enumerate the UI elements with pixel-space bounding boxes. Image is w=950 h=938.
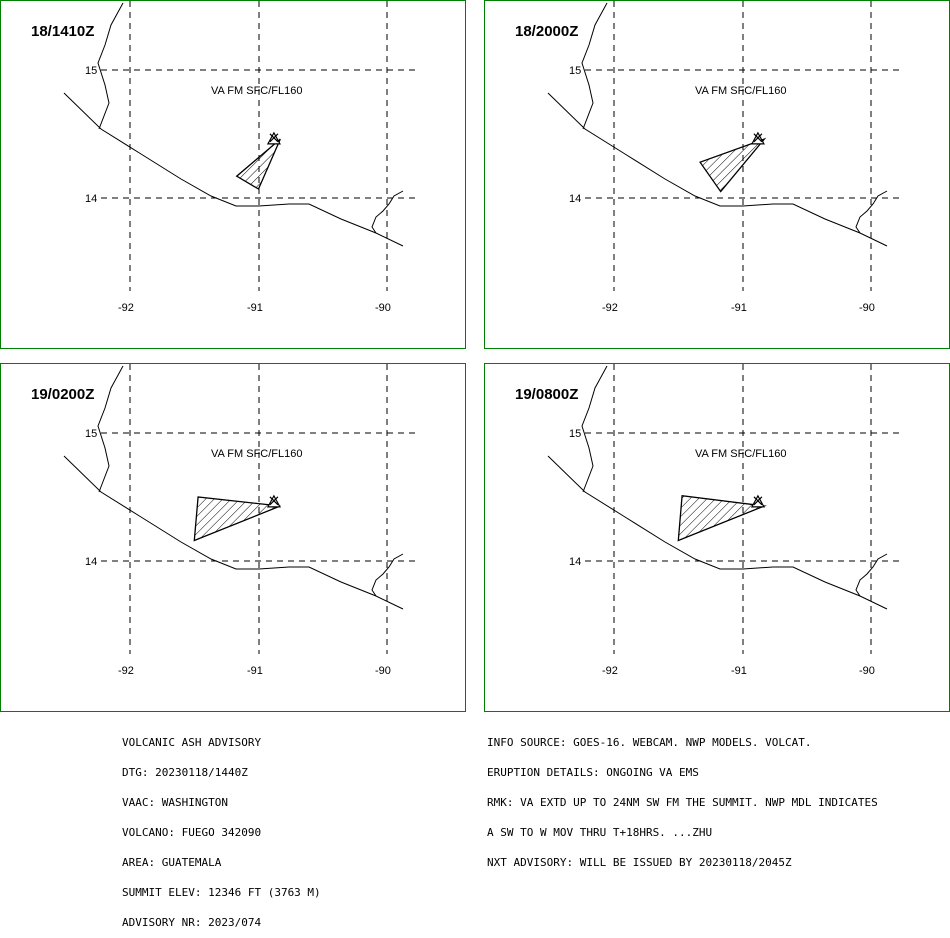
map-panel: 19/0800Z VA FM SFC/FL160 15 14 -92 -91 -90 (484, 363, 950, 712)
longitude-label: -90 (375, 665, 391, 677)
volcano-summit-marker (269, 496, 279, 506)
coastline-north (97, 2, 124, 130)
advisory-remarks: RMK: VA EXTD UP TO 24NM SW FM THE SUMMIT… (487, 796, 878, 809)
longitude-label: -90 (859, 302, 875, 314)
volcano-summit-marker (753, 496, 763, 506)
longitude-label: -91 (247, 665, 263, 677)
ash-cloud-polygon (193, 496, 281, 542)
latitude-label: 15 (569, 428, 581, 440)
longitude-label: -91 (731, 302, 747, 314)
advisory-title: VOLCANIC ASH ADVISORY (122, 736, 262, 749)
latitude-label: 14 (85, 556, 97, 568)
panel-title: 19/0800Z (515, 386, 578, 403)
longitude-label: -90 (859, 665, 875, 677)
map-panel: 19/0200Z VA FM SFC/FL160 15 14 -92 -91 -90 (0, 363, 466, 712)
longitude-label: -92 (602, 665, 618, 677)
advisory-area: AREA: GUATEMALA (122, 856, 222, 869)
coastline-east (855, 553, 888, 597)
advisory-eruption-details: ERUPTION DETAILS: ONGOING VA EMS (487, 766, 699, 779)
ash-level-label: VA FM SFC/FL160 (695, 448, 787, 460)
map-svg: 18/2000Z VA FM SFC/FL160 15 14 -92 -91 -90 (515, 1, 903, 314)
advisory-dtg: DTG: 20230118/1440Z (122, 766, 248, 779)
advisory-nr: ADVISORY NR: 2023/074 (122, 916, 262, 929)
latitude-label: 14 (85, 193, 97, 205)
map-svg: 18/1410Z VA FM SFC/FL160 15 14 -92 -91 -90 (31, 1, 419, 314)
advisory-remarks-continued: A SW TO W MOV THRU T+18HRS. ...ZHU (487, 826, 713, 839)
panel-title: 19/0200Z (31, 386, 94, 403)
latitude-label: 15 (569, 65, 581, 77)
volcano-summit-marker (753, 133, 763, 143)
coastline (547, 455, 888, 610)
ash-level-label: VA FM SFC/FL160 (211, 85, 303, 97)
coastline-east (855, 190, 888, 234)
advisory-volcano: VOLCANO: FUEGO 342090 (122, 826, 262, 839)
coastline-north (97, 365, 124, 493)
longitude-label: -92 (602, 302, 618, 314)
ash-cloud-polygon (677, 494, 767, 542)
advisory-left-block: VOLCANIC ASH ADVISORY DTG: 20230118/1440… (122, 718, 321, 938)
map-svg: 19/0800Z VA FM SFC/FL160 15 14 -92 -91 -90 (515, 364, 903, 677)
ash-cloud-polygon (699, 137, 767, 193)
ash-level-label: VA FM SFC/FL160 (695, 85, 787, 97)
advisory-info-source: INFO SOURCE: GOES-16. WEBCAM. NWP MODELS… (487, 736, 812, 749)
longitude-label: -91 (731, 665, 747, 677)
advisory-vaac: VAAC: WASHINGTON (122, 796, 228, 809)
coastline (63, 455, 404, 610)
advisory-next: NXT ADVISORY: WILL BE ISSUED BY 20230118… (487, 856, 792, 869)
latitude-label: 15 (85, 428, 97, 440)
longitude-label: -90 (375, 302, 391, 314)
latitude-label: 14 (569, 193, 581, 205)
latitude-label: 15 (85, 65, 97, 77)
map-panel: 18/1410Z VA FM SFC/FL160 15 14 -92 -91 -90 (0, 0, 466, 349)
coastline (547, 92, 888, 247)
coastline (63, 92, 404, 247)
coastline-north (581, 2, 608, 130)
longitude-label: -92 (118, 665, 134, 677)
ash-cloud-polygon (235, 138, 281, 190)
advisory-summit-elev: SUMMIT ELEV: 12346 FT (3763 M) (122, 886, 321, 899)
map-panel: 18/2000Z VA FM SFC/FL160 15 14 -92 -91 -90 (484, 0, 950, 349)
map-svg: 19/0200Z VA FM SFC/FL160 15 14 -92 -91 -90 (31, 364, 419, 677)
coastline-east (371, 553, 404, 597)
panel-title: 18/2000Z (515, 23, 578, 40)
advisory-right-block: INFO SOURCE: GOES-16. WEBCAM. NWP MODELS… (487, 718, 878, 878)
coastline-east (371, 190, 404, 234)
ash-level-label: VA FM SFC/FL160 (211, 448, 303, 460)
panel-title: 18/1410Z (31, 23, 94, 40)
latitude-label: 14 (569, 556, 581, 568)
longitude-label: -91 (247, 302, 263, 314)
longitude-label: -92 (118, 302, 134, 314)
coastline-north (581, 365, 608, 493)
volcano-summit-marker (269, 133, 279, 143)
